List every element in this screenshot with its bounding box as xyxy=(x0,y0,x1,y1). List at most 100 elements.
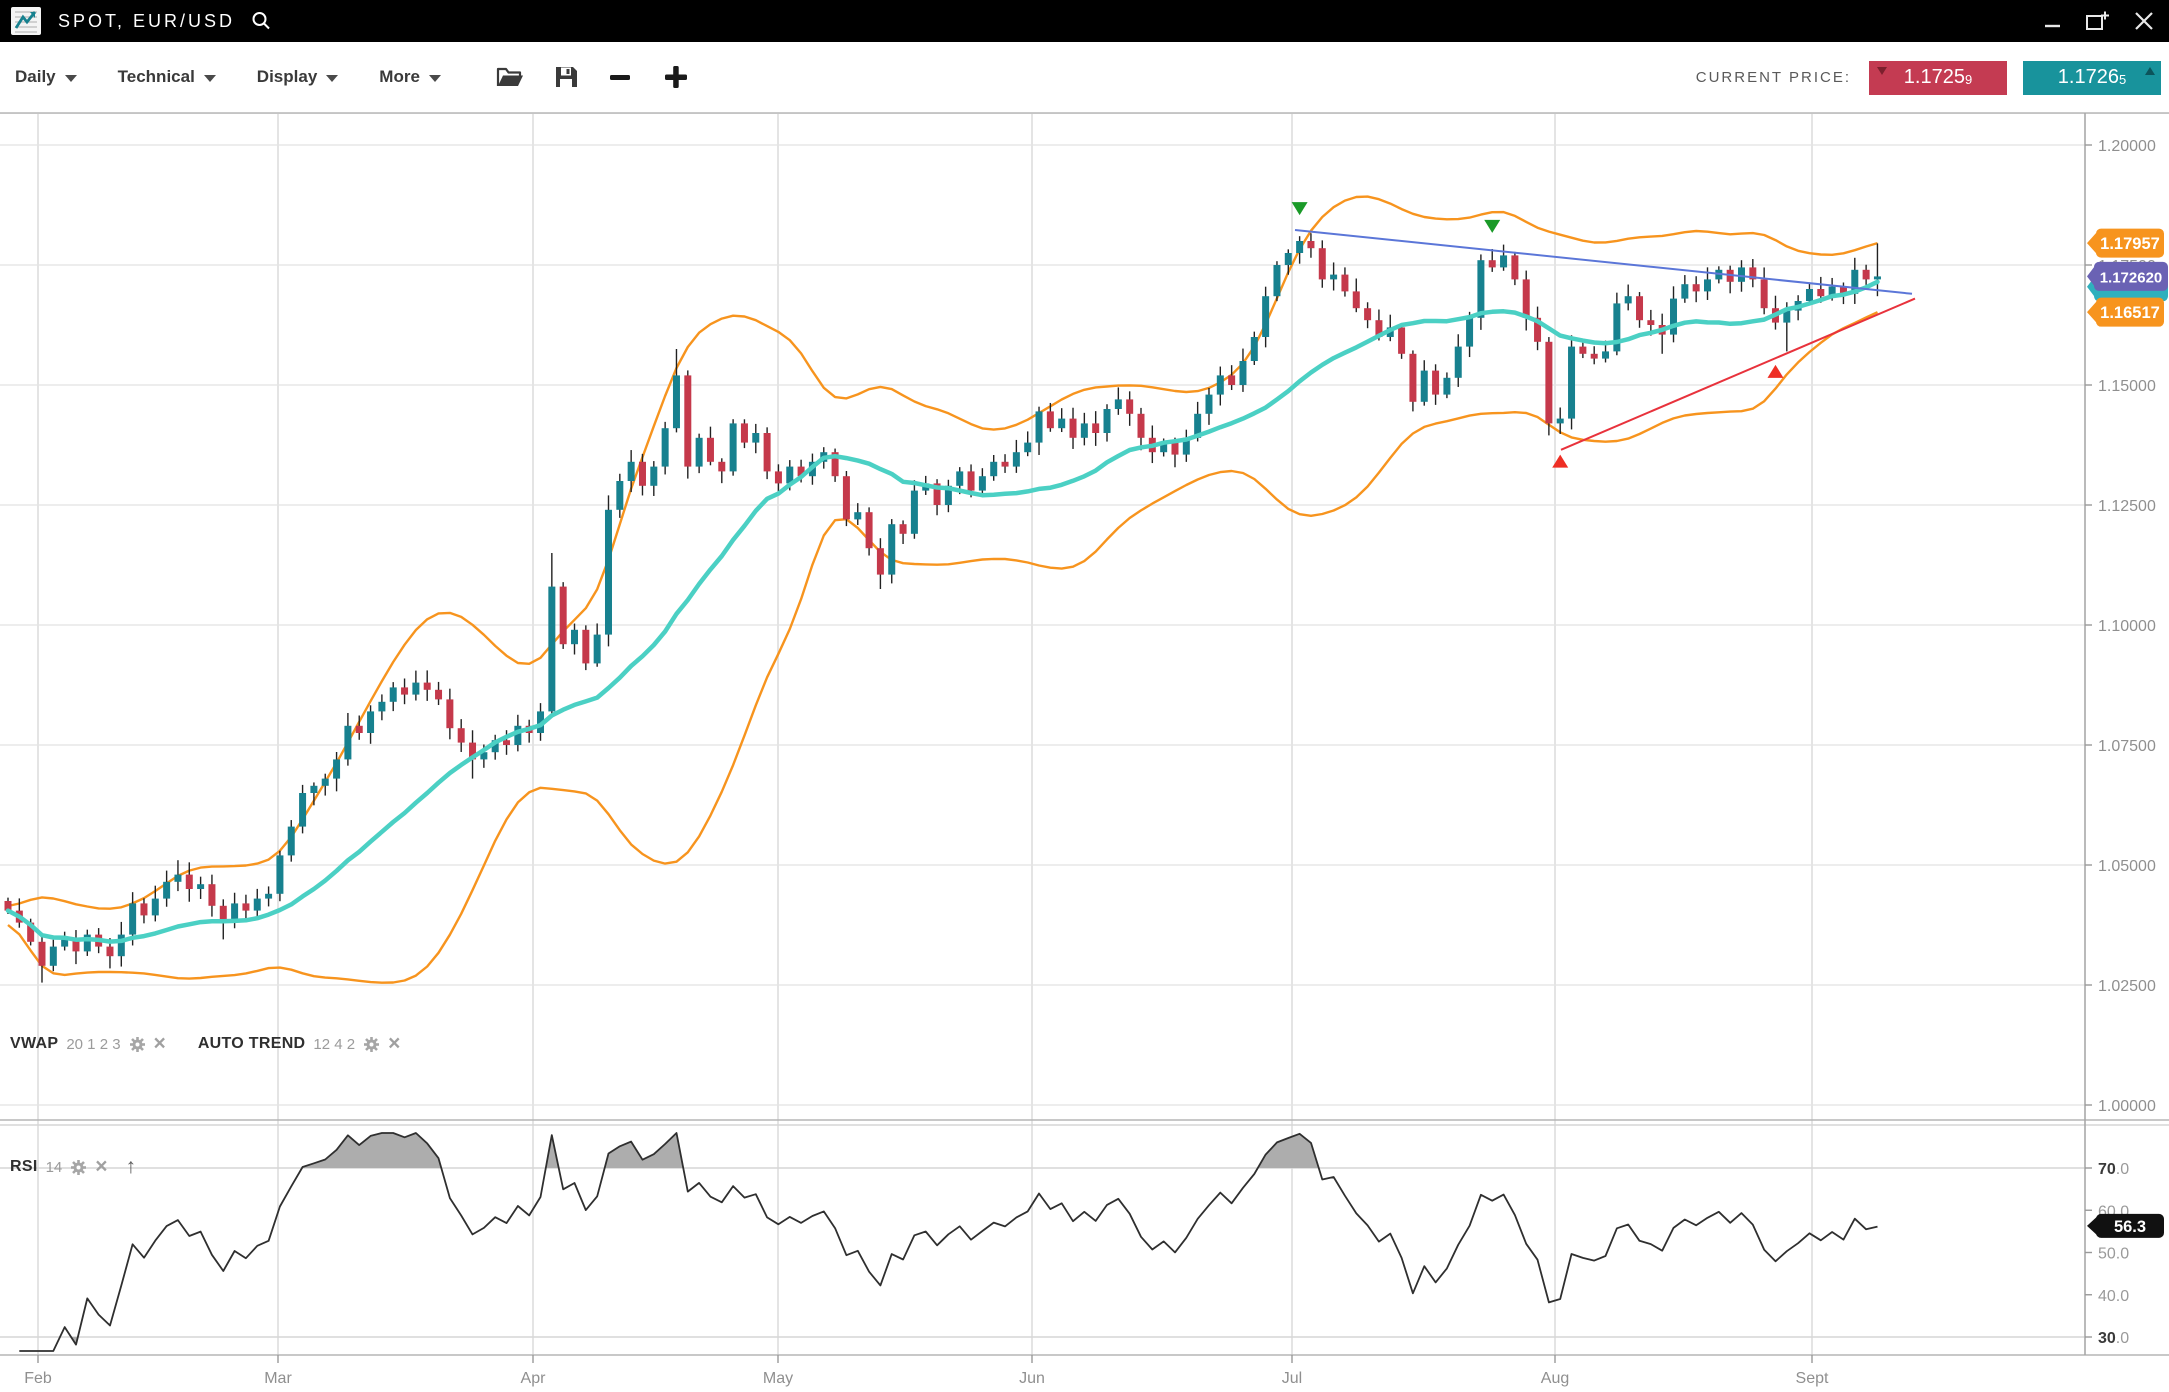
candles xyxy=(4,233,1881,983)
candle-body xyxy=(740,423,748,443)
candle-body xyxy=(310,785,318,793)
candle-body xyxy=(1262,296,1270,337)
menu-display[interactable]: Display xyxy=(257,67,339,87)
candle-body xyxy=(276,855,284,894)
candle-body xyxy=(1590,353,1598,359)
candle-body xyxy=(1704,279,1711,292)
candle-body xyxy=(231,903,239,923)
candle-body xyxy=(695,437,703,467)
vwap-remove-icon[interactable]: × xyxy=(153,1032,166,1055)
candle-body xyxy=(1602,351,1610,359)
save-icon[interactable] xyxy=(553,64,579,90)
candle-body xyxy=(1103,409,1111,433)
candle-body xyxy=(1364,308,1372,321)
candle-body xyxy=(265,893,273,899)
candle-body xyxy=(197,884,205,889)
zoom-out-button[interactable] xyxy=(607,64,633,90)
candle-body xyxy=(1454,346,1462,378)
rsi-overbought-fill xyxy=(302,1133,442,1168)
rsi-tick-label: 30.0 xyxy=(2098,1330,2129,1347)
last-price-badge: 1.172620 xyxy=(2087,261,2168,291)
search-icon[interactable] xyxy=(249,9,273,33)
candle-body xyxy=(469,742,477,760)
autotrend-settings-gear-icon[interactable] xyxy=(363,1036,380,1053)
candle-body xyxy=(106,946,114,957)
close-icon[interactable] xyxy=(2133,10,2155,32)
menu-more[interactable]: More xyxy=(379,67,441,87)
price-tick-label: 1.10000 xyxy=(2098,618,2156,635)
candle-body xyxy=(83,934,91,952)
price-tick-label: 1.15000 xyxy=(2098,378,2156,395)
candle-body xyxy=(219,905,227,923)
candle-body xyxy=(990,461,998,477)
candle-body xyxy=(854,512,862,520)
candle-body xyxy=(888,524,896,575)
sell-signal-triangle xyxy=(1484,219,1501,233)
candle-body xyxy=(412,682,420,695)
price-tick-label: 1.00000 xyxy=(2098,1098,2156,1115)
candle-body xyxy=(1239,361,1247,385)
candle-body xyxy=(786,466,794,484)
rsi-line xyxy=(19,1132,1878,1352)
rsi-move-up-icon[interactable]: ↑ xyxy=(125,1155,137,1178)
candle-body xyxy=(1670,298,1678,335)
candle-body xyxy=(956,471,964,486)
candle-body xyxy=(163,881,171,899)
candle-body xyxy=(1318,248,1326,280)
month-label: Sept xyxy=(1796,1370,1829,1387)
current-price-label: CURRENT PRICE: xyxy=(1695,69,1851,86)
trend-line-support xyxy=(1560,297,1916,451)
candle-body xyxy=(752,433,760,443)
rsi-remove-icon[interactable]: × xyxy=(95,1155,108,1178)
month-label: Apr xyxy=(521,1370,547,1387)
autotrend-remove-icon[interactable]: × xyxy=(388,1032,401,1055)
candle-body xyxy=(321,778,329,786)
candle-body xyxy=(899,524,907,534)
candle-body xyxy=(706,437,714,462)
rsi-tick-label: 50.0 xyxy=(2098,1246,2129,1263)
window-titlebar: SPOT, EUR/USD xyxy=(0,0,2169,42)
rsi-value-badge-label: 56.3 xyxy=(2114,1218,2146,1236)
candle-body xyxy=(129,903,137,935)
chart-area: 1.200001.175001.150001.125001.100001.075… xyxy=(0,113,2169,1387)
candle-body xyxy=(1001,461,1009,467)
candle-body xyxy=(571,629,578,645)
candle-body xyxy=(831,452,839,477)
price-chart[interactable]: 1.200001.175001.150001.125001.100001.075… xyxy=(0,113,2169,1387)
candle-body xyxy=(242,903,250,911)
candle-body xyxy=(1330,274,1338,280)
popout-button[interactable] xyxy=(2085,10,2111,32)
candle-body xyxy=(1409,353,1417,402)
buy-signal-triangle xyxy=(1552,454,1569,468)
candle-body xyxy=(1817,289,1825,297)
chevron-down-icon xyxy=(203,74,216,82)
candle-body xyxy=(1681,284,1689,299)
menu-timeframe[interactable]: Daily xyxy=(15,67,77,87)
candle-body xyxy=(1114,399,1122,409)
rsi-overbought-fill xyxy=(1257,1133,1319,1168)
candle-body xyxy=(1194,413,1202,438)
candle-body xyxy=(367,711,375,733)
bid-price-pip: 9 xyxy=(1964,72,1973,87)
chevron-down-icon xyxy=(326,74,339,82)
zoom-in-button[interactable] xyxy=(661,62,691,92)
month-label: Jun xyxy=(1019,1370,1045,1387)
candle-body xyxy=(865,512,873,549)
menu-technical[interactable]: Technical xyxy=(118,67,216,87)
rsi-settings-gear-icon[interactable] xyxy=(70,1159,87,1176)
menu-technical-label: Technical xyxy=(117,67,195,86)
candle-body xyxy=(763,433,771,472)
open-folder-icon[interactable] xyxy=(495,64,525,90)
candle-body xyxy=(1760,279,1768,309)
candle-body xyxy=(593,634,601,664)
rsi-overbought-fill xyxy=(545,1135,559,1168)
lower-band-value-badge-label: 1.16517 xyxy=(2100,304,2160,322)
price-tick-label: 1.12500 xyxy=(2098,498,2156,515)
upper-band-value-badge-label: 1.17957 xyxy=(2100,235,2160,253)
minimize-button[interactable] xyxy=(2043,11,2063,31)
candle-body xyxy=(1851,269,1859,294)
candle-body xyxy=(435,689,443,700)
vwap-settings-gear-icon[interactable] xyxy=(129,1036,146,1053)
candle-body xyxy=(185,874,193,889)
candle-body xyxy=(1024,442,1032,453)
